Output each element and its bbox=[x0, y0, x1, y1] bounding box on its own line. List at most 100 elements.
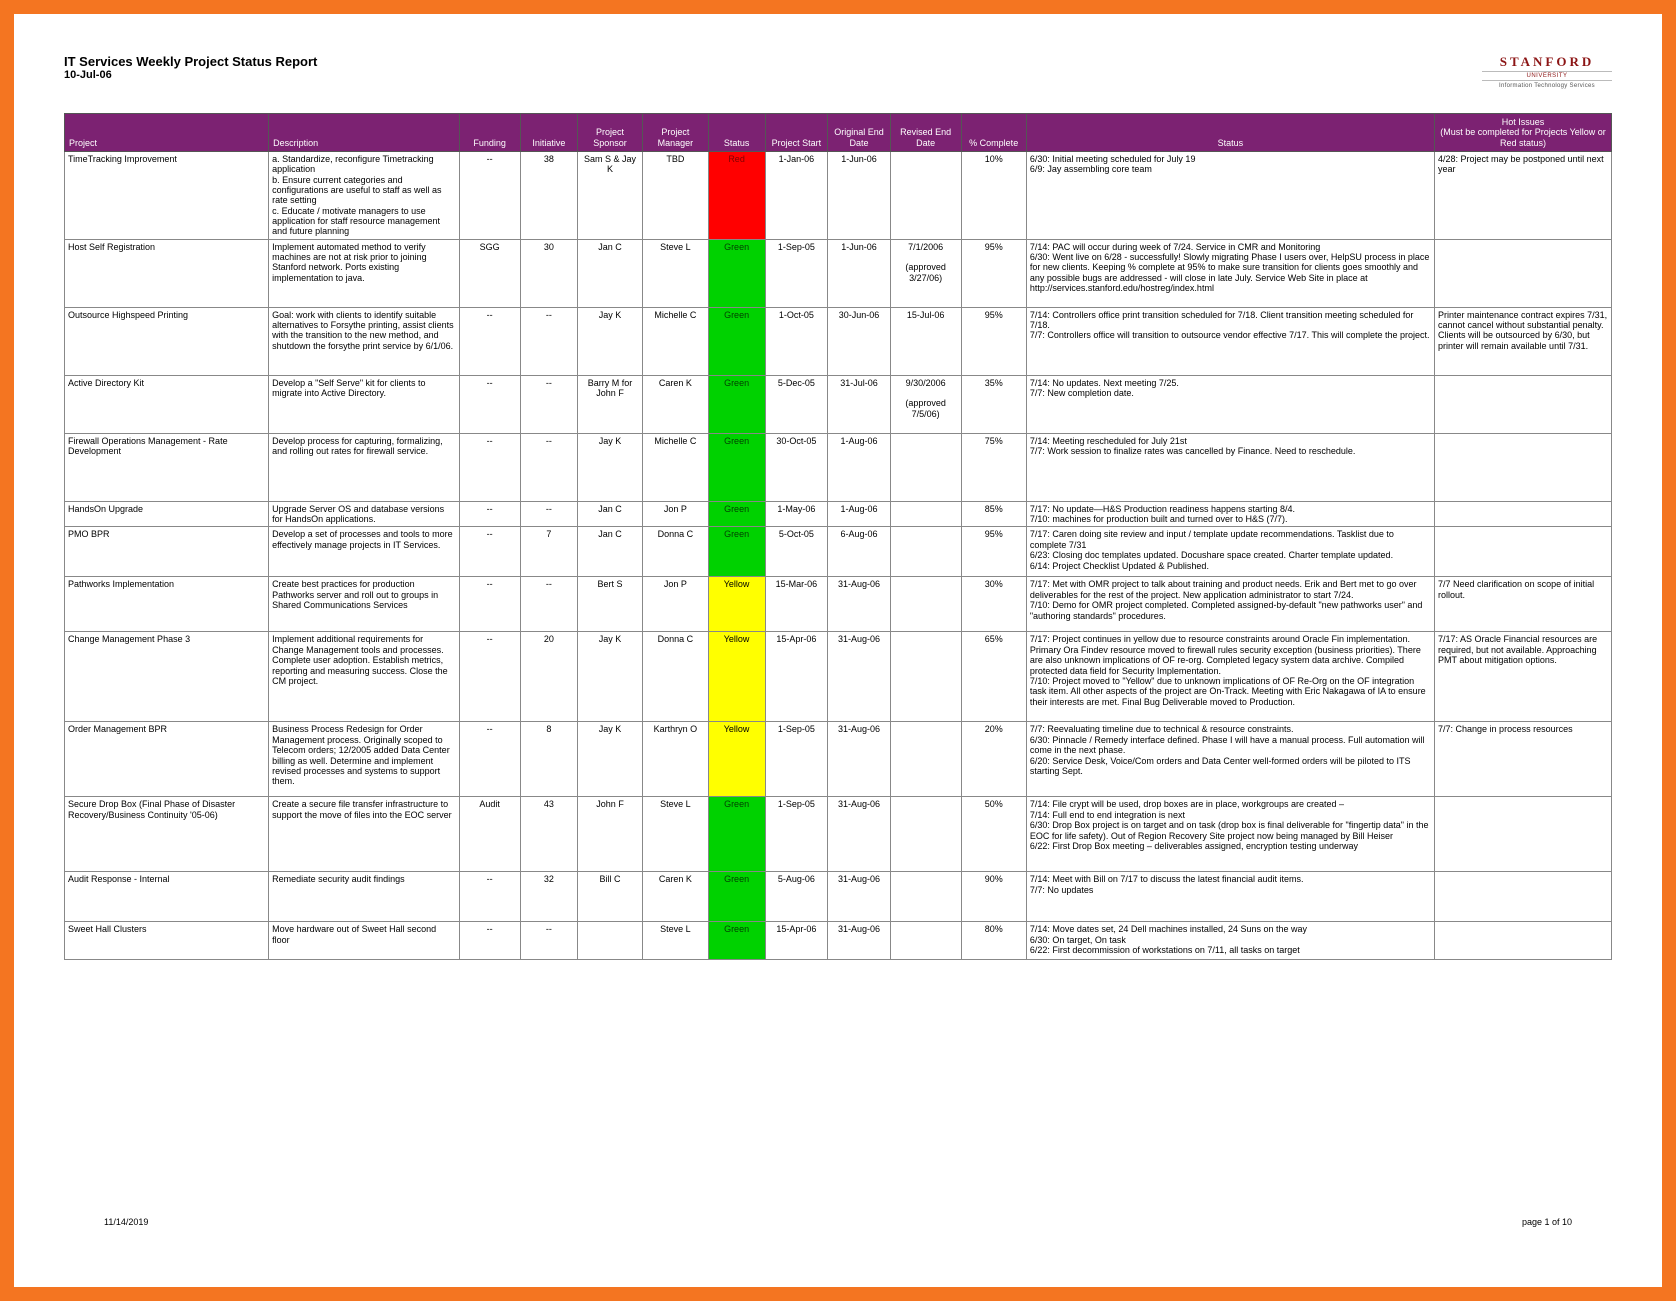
table-cell: 31-Aug-06 bbox=[828, 797, 891, 872]
table-cell: 1-May-06 bbox=[765, 501, 828, 527]
table-cell: 7/17: No update—H&S Production readiness… bbox=[1026, 501, 1434, 527]
table-cell: 1-Aug-06 bbox=[828, 433, 891, 501]
table-row: HandsOn UpgradeUpgrade Server OS and dat… bbox=[65, 501, 1612, 527]
table-cell: 7/14: Controllers office print transitio… bbox=[1026, 307, 1434, 375]
table-row: Sweet Hall ClustersMove hardware out of … bbox=[65, 922, 1612, 960]
table-cell: -- bbox=[459, 307, 520, 375]
table-cell: 1-Sep-05 bbox=[765, 797, 828, 872]
footer-date: 11/14/2019 bbox=[104, 1217, 148, 1227]
table-cell: -- bbox=[459, 872, 520, 922]
table-cell: 90% bbox=[961, 872, 1026, 922]
status-cell: Green bbox=[708, 797, 765, 872]
table-cell: Steve L bbox=[643, 922, 708, 960]
status-cell: Green bbox=[708, 527, 765, 577]
column-header: Project Start bbox=[765, 114, 828, 152]
table-cell: 38 bbox=[520, 152, 577, 240]
page-content: IT Services Weekly Project Status Report… bbox=[14, 14, 1662, 990]
table-cell: Order Management BPR bbox=[65, 722, 269, 797]
table-cell: Jon P bbox=[643, 501, 708, 527]
table-cell: 30 bbox=[520, 239, 577, 307]
status-cell: Green bbox=[708, 501, 765, 527]
table-cell bbox=[1435, 922, 1612, 960]
table-cell: 15-Apr-06 bbox=[765, 632, 828, 722]
table-cell: Jay K bbox=[577, 307, 642, 375]
table-cell bbox=[577, 922, 642, 960]
table-cell bbox=[890, 632, 961, 722]
table-cell: -- bbox=[459, 722, 520, 797]
table-cell: Outsource Highspeed Printing bbox=[65, 307, 269, 375]
table-cell bbox=[890, 501, 961, 527]
table-cell: SGG bbox=[459, 239, 520, 307]
table-cell: 1-Jun-06 bbox=[828, 239, 891, 307]
table-row: Host Self RegistrationImplement automate… bbox=[65, 239, 1612, 307]
table-cell: Sweet Hall Clusters bbox=[65, 922, 269, 960]
table-cell: -- bbox=[459, 152, 520, 240]
page-footer: 11/14/2019 page 1 of 10 bbox=[104, 1217, 1572, 1227]
table-cell: Move hardware out of Sweet Hall second f… bbox=[269, 922, 459, 960]
table-cell: 7/17: Caren doing site review and input … bbox=[1026, 527, 1434, 577]
status-cell: Green bbox=[708, 922, 765, 960]
table-body: TimeTracking Improvementa. Standardize, … bbox=[65, 152, 1612, 960]
table-cell: 95% bbox=[961, 239, 1026, 307]
table-cell: 5-Aug-06 bbox=[765, 872, 828, 922]
table-cell: 10% bbox=[961, 152, 1026, 240]
table-cell: a. Standardize, reconfigure Timetracking… bbox=[269, 152, 459, 240]
table-cell: 8 bbox=[520, 722, 577, 797]
page-frame: IT Services Weekly Project Status Report… bbox=[0, 0, 1676, 1301]
table-row: Firewall Operations Management - Rate De… bbox=[65, 433, 1612, 501]
table-cell: PMO BPR bbox=[65, 527, 269, 577]
table-cell: 15-Apr-06 bbox=[765, 922, 828, 960]
table-cell bbox=[1435, 375, 1612, 433]
column-header: Status bbox=[1026, 114, 1434, 152]
table-cell: Jan C bbox=[577, 239, 642, 307]
table-cell: Audit bbox=[459, 797, 520, 872]
column-header: Project bbox=[65, 114, 269, 152]
table-cell: Jay K bbox=[577, 632, 642, 722]
table-cell bbox=[1435, 501, 1612, 527]
table-cell: Firewall Operations Management - Rate De… bbox=[65, 433, 269, 501]
table-row: Order Management BPRBusiness Process Red… bbox=[65, 722, 1612, 797]
table-cell: Karthryn O bbox=[643, 722, 708, 797]
table-cell: Implement additional requirements for Ch… bbox=[269, 632, 459, 722]
table-cell: 43 bbox=[520, 797, 577, 872]
table-cell: 1-Aug-06 bbox=[828, 501, 891, 527]
table-cell bbox=[1435, 872, 1612, 922]
table-row: PMO BPRDevelop a set of processes and to… bbox=[65, 527, 1612, 577]
table-cell: Develop process for capturing, formalizi… bbox=[269, 433, 459, 501]
table-cell: Bill C bbox=[577, 872, 642, 922]
table-cell: 15-Mar-06 bbox=[765, 577, 828, 632]
table-cell: 4/28: Project may be postponed until nex… bbox=[1435, 152, 1612, 240]
table-cell: 9/30/2006 (approved 7/5/06) bbox=[890, 375, 961, 433]
table-cell: Donna C bbox=[643, 527, 708, 577]
table-cell: Michelle C bbox=[643, 307, 708, 375]
table-cell: Barry M for John F bbox=[577, 375, 642, 433]
table-cell: 7/14: Meet with Bill on 7/17 to discuss … bbox=[1026, 872, 1434, 922]
table-cell: 95% bbox=[961, 527, 1026, 577]
table-cell: Jan C bbox=[577, 501, 642, 527]
table-cell: Change Management Phase 3 bbox=[65, 632, 269, 722]
status-cell: Red bbox=[708, 152, 765, 240]
table-cell: -- bbox=[459, 433, 520, 501]
table-cell: 1-Oct-05 bbox=[765, 307, 828, 375]
table-cell: -- bbox=[520, 922, 577, 960]
table-cell bbox=[890, 577, 961, 632]
table-cell: Remediate security audit findings bbox=[269, 872, 459, 922]
table-cell: 7/14: Meeting rescheduled for July 21st … bbox=[1026, 433, 1434, 501]
table-cell: 6-Aug-06 bbox=[828, 527, 891, 577]
table-row: Secure Drop Box (Final Phase of Disaster… bbox=[65, 797, 1612, 872]
table-cell: 1-Sep-05 bbox=[765, 239, 828, 307]
table-row: Audit Response - InternalRemediate secur… bbox=[65, 872, 1612, 922]
column-header: % Complete bbox=[961, 114, 1026, 152]
table-cell: Caren K bbox=[643, 375, 708, 433]
table-cell: Goal: work with clients to identify suit… bbox=[269, 307, 459, 375]
status-cell: Yellow bbox=[708, 722, 765, 797]
table-cell: 7/1/2006 (approved 3/27/06) bbox=[890, 239, 961, 307]
table-cell: Audit Response - Internal bbox=[65, 872, 269, 922]
table-cell: 1-Sep-05 bbox=[765, 722, 828, 797]
report-date: 10-Jul-06 bbox=[64, 69, 317, 81]
table-cell bbox=[1435, 239, 1612, 307]
table-cell: 7/17: Met with OMR project to talk about… bbox=[1026, 577, 1434, 632]
table-cell: -- bbox=[459, 922, 520, 960]
table-cell: 5-Dec-05 bbox=[765, 375, 828, 433]
table-cell: 15-Jul-06 bbox=[890, 307, 961, 375]
